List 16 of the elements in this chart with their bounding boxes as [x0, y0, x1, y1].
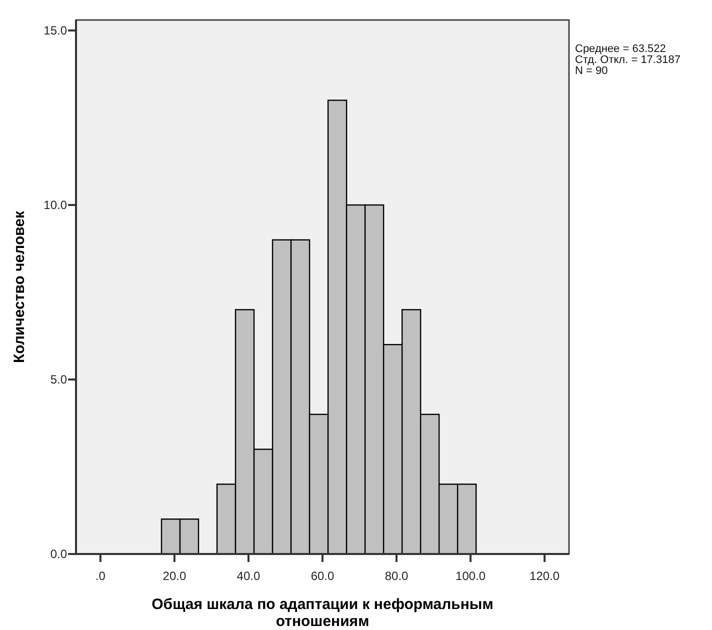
y-tick-label: 0.0	[50, 547, 68, 561]
x-tick-label: 120.0	[530, 569, 560, 583]
y-axis-title: Количество человек	[11, 210, 28, 364]
x-axis-title: Общая шкала по адаптации к неформальным отношениям	[152, 596, 494, 630]
y-tick-label: 5.0	[50, 372, 68, 386]
x-tick-label: 20.0	[162, 569, 186, 583]
x-tick-label: 80.0	[384, 569, 409, 583]
x-tick-label: 60.0	[310, 569, 334, 583]
text: Среднее = 63.522	[575, 43, 666, 55]
text: N = 90	[575, 65, 608, 77]
x-tick-label: .0	[95, 569, 106, 583]
text: Стд. Откл. = 17.3187	[575, 54, 680, 66]
y-tick-label: 10.0	[44, 198, 68, 212]
x-tick-label: 40.0	[236, 569, 260, 583]
x-tick-label: 100.0	[456, 569, 486, 583]
y-tick-label: 15.0	[44, 23, 68, 38]
